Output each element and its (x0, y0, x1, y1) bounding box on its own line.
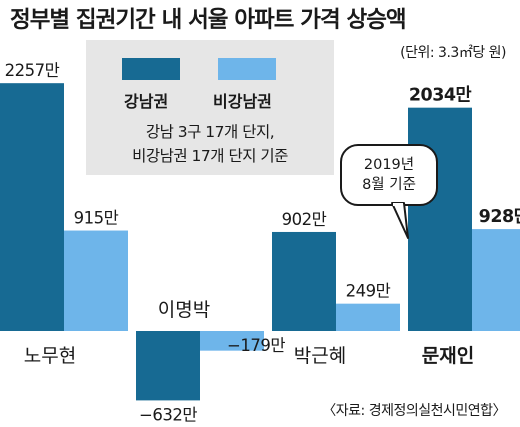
legend-note-line1: 강남 3구 17개 단지, (145, 123, 275, 141)
legend-note-line2: 비강남권 17개 단지 기준 (132, 147, 288, 165)
legend: 강남권 비강남권 강남 3구 17개 단지, 비강남권 17개 단지 기준 (86, 40, 334, 175)
chart-title: 정부별 집권기간 내 서울 아파트 가격 상승액 (10, 7, 407, 33)
bar-non-gangnam-0 (64, 230, 128, 331)
date-callout: 2019년 8월 기준 (340, 144, 438, 206)
bar-value-label: −632만 (139, 405, 197, 424)
bar-value-label: 249만 (346, 282, 391, 301)
bar-value-label: 928만 (479, 207, 520, 227)
bar-gangnam-3 (408, 107, 472, 331)
bar-non-gangnam-1 (200, 331, 264, 351)
category-label: 박근혜 (294, 345, 346, 367)
bar-value-label: −179만 (227, 336, 285, 355)
unit-note: (단위: 3.3㎡당 원) (400, 45, 506, 61)
legend-label-gangnam: 강남권 (124, 92, 169, 111)
bar-non-gangnam-2 (336, 303, 400, 331)
category-label: 노무현 (24, 345, 76, 367)
bar-value-label: 2034만 (409, 86, 472, 106)
legend-label-non-gangnam: 비강남권 (213, 92, 272, 111)
bar-value-label: 2257만 (5, 61, 60, 80)
category-label: 문재인 (422, 345, 474, 367)
bar-value-label: 915만 (74, 209, 119, 228)
callout-line2: 8월 기준 (362, 177, 416, 193)
bar-gangnam-2 (272, 231, 336, 331)
legend-swatch-non-gangnam (218, 58, 276, 80)
callout-line1: 2019년 (363, 157, 415, 173)
bar-gangnam-0 (0, 83, 64, 331)
category-label: 이명박 (158, 299, 210, 321)
bar-gangnam-1 (136, 331, 200, 401)
bar-value-label: 902만 (282, 210, 327, 229)
legend-swatch-gangnam (122, 58, 180, 80)
source-note: 〈자료: 경제정의실천시민연합〉 (322, 403, 506, 419)
bar-non-gangnam-3 (472, 229, 520, 331)
